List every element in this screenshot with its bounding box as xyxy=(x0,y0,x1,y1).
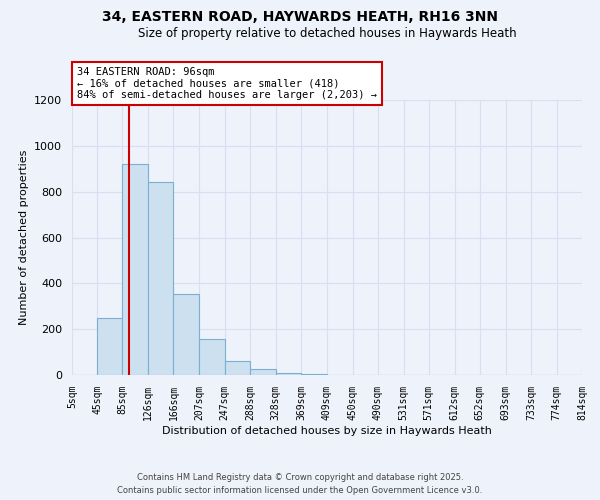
Text: 34 EASTERN ROAD: 96sqm
← 16% of detached houses are smaller (418)
84% of semi-de: 34 EASTERN ROAD: 96sqm ← 16% of detached… xyxy=(77,67,377,100)
Bar xyxy=(173,294,199,375)
X-axis label: Distribution of detached houses by size in Haywards Heath: Distribution of detached houses by size … xyxy=(162,426,492,436)
Bar xyxy=(275,372,301,375)
Bar xyxy=(250,368,275,375)
Text: 34, EASTERN ROAD, HAYWARDS HEATH, RH16 3NN: 34, EASTERN ROAD, HAYWARDS HEATH, RH16 3… xyxy=(102,10,498,24)
Title: Size of property relative to detached houses in Haywards Heath: Size of property relative to detached ho… xyxy=(137,28,517,40)
Bar xyxy=(199,339,224,375)
Bar xyxy=(148,182,173,375)
Bar xyxy=(122,164,148,375)
Bar xyxy=(301,374,326,375)
Bar xyxy=(224,361,250,375)
Bar xyxy=(97,318,122,375)
Text: Contains HM Land Registry data © Crown copyright and database right 2025.
Contai: Contains HM Land Registry data © Crown c… xyxy=(118,474,482,495)
Y-axis label: Number of detached properties: Number of detached properties xyxy=(19,150,29,325)
